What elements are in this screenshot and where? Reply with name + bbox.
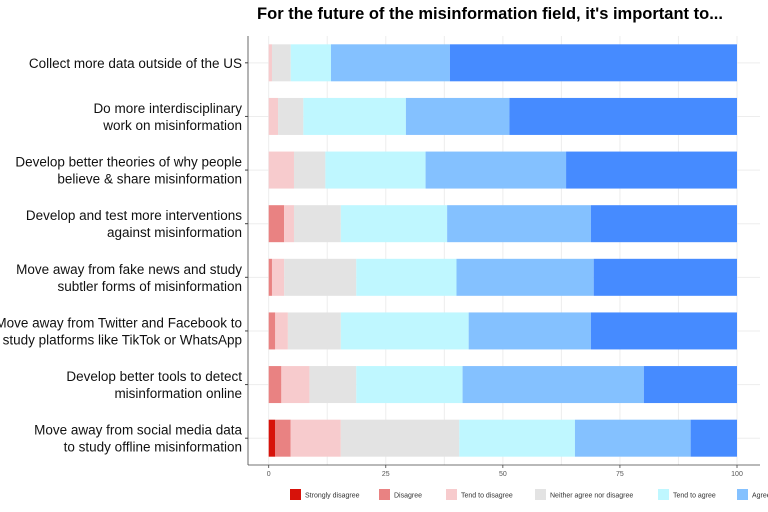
- legend-swatch: [535, 489, 546, 500]
- category-label: Collect more data outside of the US: [29, 56, 242, 71]
- bar-segment: [340, 205, 448, 243]
- bar-segment: [271, 258, 285, 296]
- bar-segment: [268, 44, 272, 82]
- bar-segment: [290, 419, 341, 457]
- bar-segment: [462, 366, 644, 404]
- bar-segment: [340, 312, 469, 350]
- bar-segment: [281, 366, 310, 404]
- bar-segment: [268, 312, 276, 350]
- category-label: Do more interdisciplinary work on misinfo…: [93, 101, 242, 133]
- bar-segment: [275, 312, 288, 350]
- bar-segment: [449, 44, 737, 82]
- legend-label: Disagree: [394, 493, 422, 500]
- legend-swatch: [658, 489, 669, 500]
- category-label: Develop and test more interventions again…: [26, 208, 242, 240]
- category-label: Develop better tools to detect misinforma…: [66, 369, 242, 401]
- legend-label: Tend to disagree: [461, 493, 513, 500]
- bar-segment: [303, 97, 406, 135]
- bar-segment: [268, 97, 279, 135]
- bar-segment: [690, 419, 737, 457]
- legend-label: Neither agree nor disagree: [550, 493, 633, 500]
- bar-segment: [356, 258, 457, 296]
- bar-segment: [268, 205, 285, 243]
- legend-swatch: [446, 489, 457, 500]
- bar-segment: [284, 258, 357, 296]
- bar-segment: [309, 366, 357, 404]
- legend-swatch: [737, 489, 748, 500]
- bar-segment: [590, 312, 737, 350]
- bar-segment: [456, 258, 594, 296]
- bar-segment: [278, 97, 304, 135]
- bar-segment: [574, 419, 691, 457]
- bar-segment: [271, 44, 291, 82]
- bar-segment: [340, 419, 460, 457]
- bar-segment: [425, 151, 567, 189]
- bar-segment: [325, 151, 426, 189]
- legend-swatch: [290, 489, 301, 500]
- bar-segment: [287, 312, 341, 350]
- x-tick-label: 75: [616, 471, 624, 478]
- bar-segment: [268, 419, 276, 457]
- bar-segment: [405, 97, 510, 135]
- bar-segment: [643, 366, 737, 404]
- x-tick-label: 0: [267, 471, 271, 478]
- bar-segment: [268, 151, 294, 189]
- legend-label: Tend to agree: [673, 493, 716, 500]
- bar-segment: [566, 151, 737, 189]
- chart-title: For the future of the misinformation fie…: [257, 5, 723, 23]
- category-label: Develop better theories of why people bel…: [15, 155, 242, 187]
- bar-segment: [468, 312, 591, 350]
- bar-segment: [293, 151, 326, 189]
- category-label: Move away from social media data to study…: [34, 423, 242, 455]
- legend-swatch: [379, 489, 390, 500]
- bar-segment: [330, 44, 450, 82]
- bar-segment: [459, 419, 575, 457]
- x-tick-label: 50: [499, 471, 507, 478]
- bar-segment: [268, 258, 272, 296]
- bar-segment: [509, 97, 737, 135]
- bar-segment: [590, 205, 737, 243]
- bar-segment: [293, 205, 341, 243]
- category-label: Move away from Twitter and Facebook to st…: [0, 315, 242, 347]
- bar-segment: [284, 205, 294, 243]
- bar-segment: [290, 44, 331, 82]
- x-tick-label: 25: [382, 471, 390, 478]
- bar-segment: [447, 205, 591, 243]
- legend-label: Agree: [752, 493, 768, 500]
- category-label: Move away from fake news and study subtle…: [16, 262, 242, 294]
- x-tick-label: 100: [731, 471, 743, 478]
- bar-segment: [593, 258, 737, 296]
- bar-segment: [275, 419, 291, 457]
- legend-label: Strongly disagree: [305, 493, 360, 500]
- bar-segment: [356, 366, 463, 404]
- bar-segment: [268, 366, 282, 404]
